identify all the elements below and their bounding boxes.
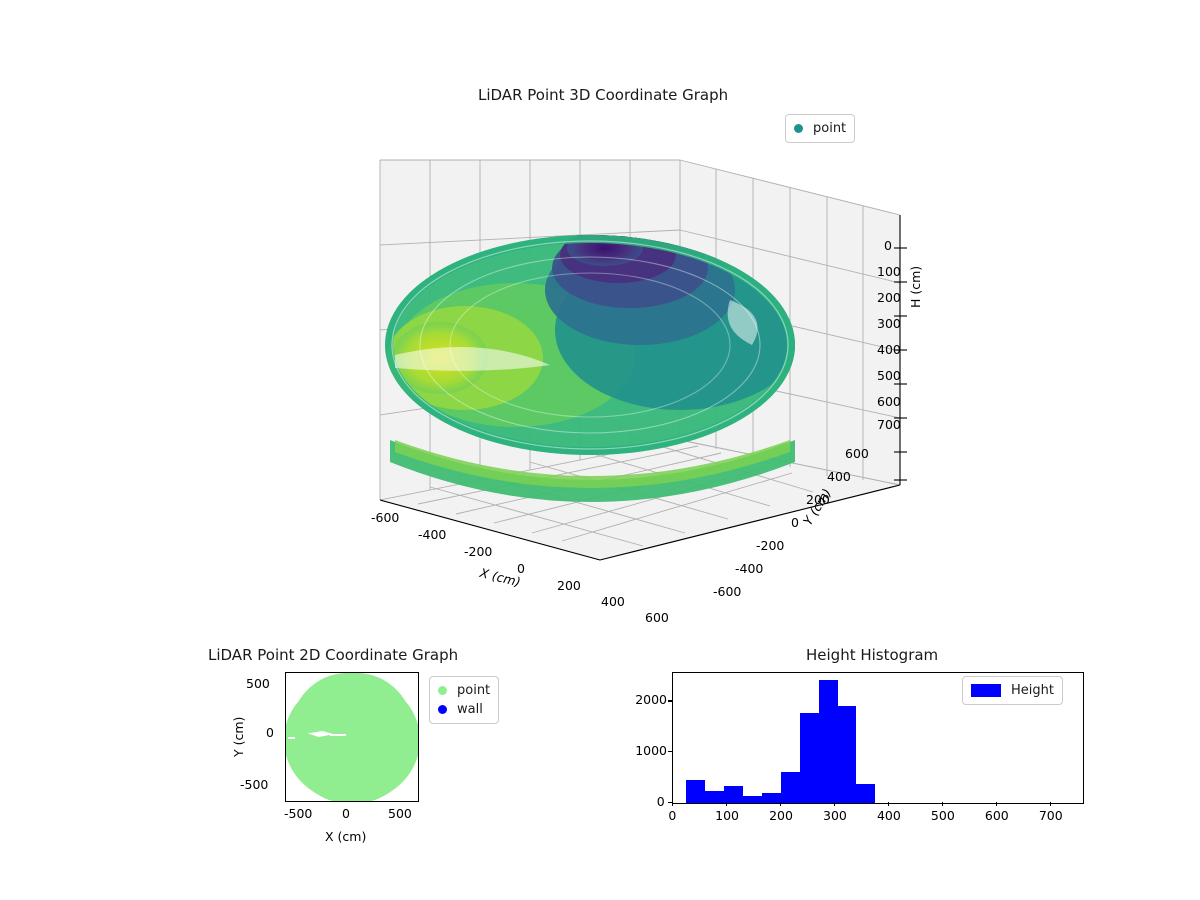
height-patch-icon <box>971 684 1001 697</box>
histogram-xtick: 0 <box>668 808 677 823</box>
histogram-xtick: 600 <box>984 808 1009 823</box>
plot3d-yaxis <box>599 484 901 561</box>
histogram-bar <box>780 772 800 803</box>
histogram-bar <box>743 795 762 803</box>
legend-item-height: Height <box>971 681 1054 700</box>
plot3d-ztick: 600 <box>877 394 901 409</box>
histogram-xtick-mark <box>833 802 835 806</box>
plot3d-ztick: 300 <box>877 316 901 331</box>
histogram-bar <box>686 780 706 803</box>
plot3d-axes[interactable] <box>300 140 940 620</box>
plot3d-zaxis-label: H (cm) <box>908 265 923 308</box>
legend-item-point: point <box>794 119 846 138</box>
legend-label: wall <box>457 702 483 717</box>
histogram-ytick-mark <box>668 802 672 804</box>
plot3d-ztick: 500 <box>877 368 901 383</box>
histogram-bar <box>837 705 857 803</box>
histogram-ytick: 1000 <box>635 743 667 759</box>
histogram-legend: Height <box>962 676 1063 705</box>
histogram-xtick-mark <box>725 802 728 806</box>
legend-item-wall: wall <box>438 700 490 719</box>
plot3d-canvas <box>379 159 907 561</box>
plot3d-ztick: 400 <box>877 342 901 357</box>
histogram-bar <box>724 786 744 803</box>
plot2d-xtick: 0 <box>342 806 350 821</box>
lidar-point-cloud <box>385 235 795 455</box>
histogram-ytick: 0 <box>656 794 665 809</box>
histogram-xtick: 500 <box>930 808 955 823</box>
histogram-bar <box>818 679 838 803</box>
lidar-rim-points <box>390 440 795 502</box>
histogram-ytick: 2000 <box>635 692 667 708</box>
plot3d-ytick: 600 <box>845 446 869 461</box>
plot2d-ytick: 500 <box>246 676 270 691</box>
histogram-xtick-mark <box>941 802 943 806</box>
plot3d-ytick: 400 <box>827 469 851 484</box>
plot3d-ytick: -200 <box>756 538 785 553</box>
legend-label: point <box>457 683 491 698</box>
plot3d-xtick: -600 <box>371 510 400 525</box>
histogram-xtick: 200 <box>769 808 793 823</box>
point-marker-icon <box>438 686 447 695</box>
plot3d-xaxis <box>379 499 601 561</box>
histogram-xtick: 400 <box>876 808 901 823</box>
plot3d-ztick: 700 <box>877 417 901 432</box>
histogram-xtick-mark <box>672 802 674 806</box>
point-marker-icon <box>794 124 803 133</box>
plot3d-xtick: 200 <box>557 578 581 593</box>
plot3d-xtick: -400 <box>418 527 447 542</box>
plot3d-xtick: 0 <box>517 561 525 576</box>
scan-gap-speck <box>288 737 295 739</box>
histogram-xtick-mark <box>1049 802 1051 806</box>
plot2d-xtick: -500 <box>284 806 313 821</box>
wall-marker-icon <box>438 705 447 714</box>
plot3d-zaxis <box>894 215 907 485</box>
plot2d-xtick: 500 <box>388 806 412 821</box>
histogram-bar <box>762 793 781 803</box>
plot2d-title: LiDAR Point 2D Coordinate Graph <box>208 646 459 664</box>
histogram-bar <box>705 791 725 803</box>
plot3d-xtick: 400 <box>601 594 625 609</box>
plot2d-xaxis-label: X (cm) <box>325 829 367 844</box>
histogram-xtick-mark <box>995 802 997 806</box>
histogram-xtick-mark <box>779 802 781 806</box>
scan-gap-line <box>330 734 346 736</box>
legend-item-point: point <box>438 681 490 700</box>
plot3d-legend: point <box>785 114 856 143</box>
histogram-xtick-mark <box>887 802 889 806</box>
histogram-ytick-mark <box>668 700 672 702</box>
plot3d-ztick: 200 <box>877 290 901 305</box>
histogram-title: Height Histogram <box>806 646 939 664</box>
scan-gap-wedge <box>308 731 334 737</box>
plot3d-title: LiDAR Point 3D Coordinate Graph <box>478 86 729 104</box>
point-cloud-fill <box>290 673 414 801</box>
plot3d-xtick: 600 <box>645 610 669 625</box>
histogram-ytick-mark <box>668 751 672 753</box>
histogram-bar <box>799 712 819 803</box>
legend-label: Height <box>1011 683 1054 698</box>
plot2d-ytick: -500 <box>240 777 269 792</box>
plot2d-ytick: 0 <box>266 725 274 740</box>
histogram-xtick: 300 <box>823 808 847 823</box>
legend-label: point <box>813 121 847 136</box>
plot2d-yaxis-label: Y (cm) <box>231 716 246 757</box>
histogram-bar <box>856 783 876 803</box>
plot3d-ytick: 200 <box>806 492 830 507</box>
plot3d-ztick: 100 <box>877 264 901 279</box>
plot3d-xtick: -200 <box>464 544 493 559</box>
histogram-xtick: 700 <box>1038 808 1063 823</box>
plot3d-ytick: -600 <box>713 584 742 599</box>
plot3d-ztick: 0 <box>884 238 892 253</box>
plot2d-axes[interactable] <box>285 672 419 802</box>
plot2d-legend: point wall <box>429 676 500 724</box>
plot3d-ytick: -400 <box>735 561 764 576</box>
plot3d-ytick: 0 <box>791 515 799 530</box>
histogram-xtick: 100 <box>715 808 739 823</box>
